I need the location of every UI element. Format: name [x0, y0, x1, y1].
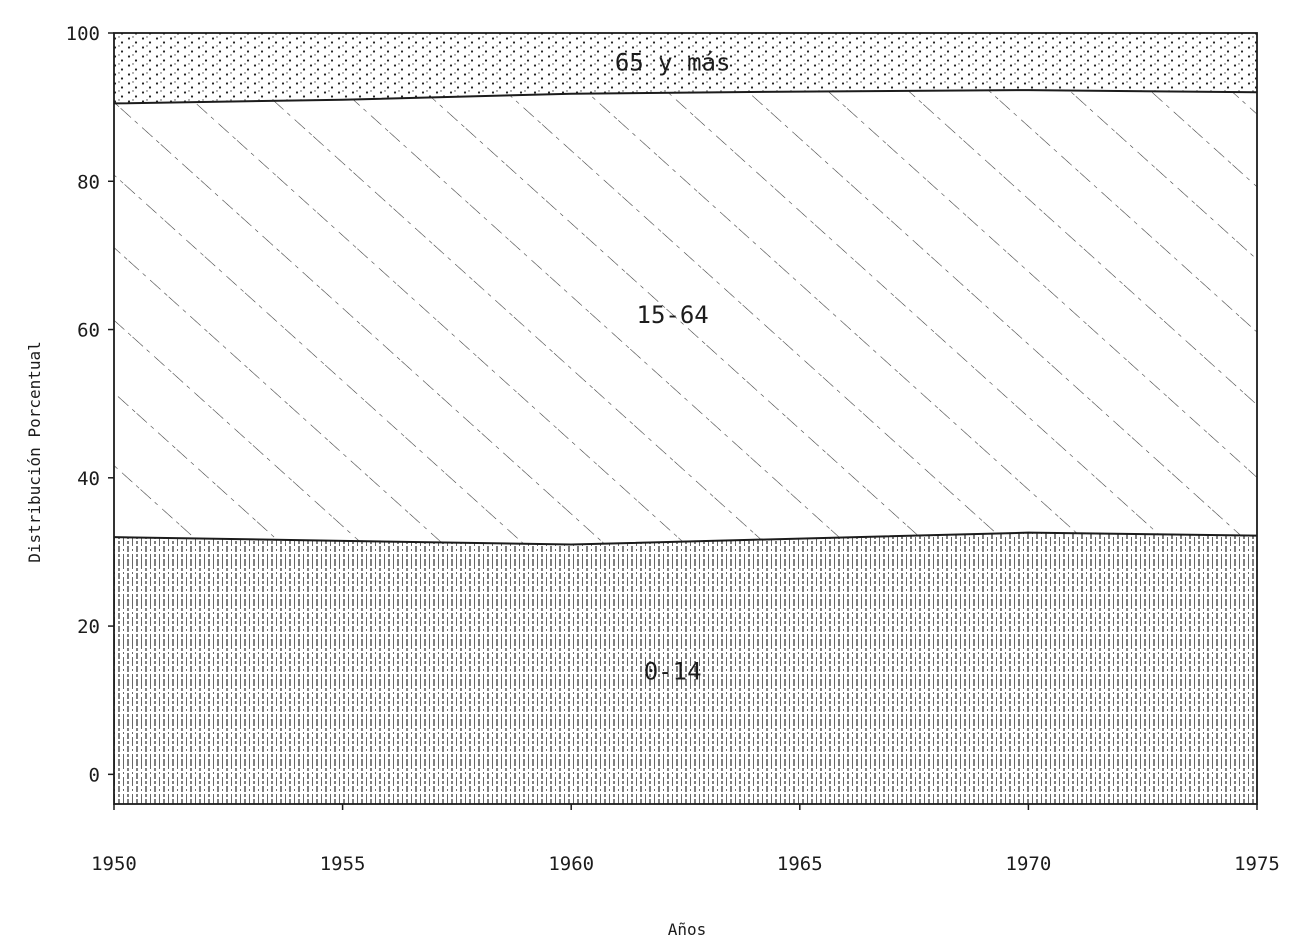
y-tick-label: 80	[77, 171, 100, 193]
boundary-layer	[113, 89, 1258, 546]
area-15-64	[114, 90, 1257, 545]
band-label-1: 0-14	[644, 657, 702, 685]
label-layer: 0-14 15-64 65 y más	[615, 48, 731, 685]
x-tick-label: 1965	[777, 853, 823, 875]
x-axis-title: Años	[668, 920, 707, 939]
axes-layer: 0 20 40 60 80 100 1950 1955 1960 1965 1970 1975	[66, 23, 1280, 875]
x-tick-label: 1955	[320, 853, 366, 875]
boundary-line-2	[113, 89, 1258, 105]
area-layer	[114, 33, 1257, 804]
y-axis-title: Distribución Porcentual	[25, 341, 44, 563]
area-0-14	[114, 532, 1257, 804]
band-label-3: 65 y más	[615, 48, 731, 76]
y-tick-label: 20	[77, 616, 100, 638]
x-tick-label: 1975	[1234, 853, 1280, 875]
x-tick-label: 1950	[91, 853, 137, 875]
x-tick-label: 1970	[1006, 853, 1052, 875]
plot-frame	[113, 32, 1258, 805]
y-tick-label: 0	[89, 764, 100, 786]
boundary-line-1	[113, 531, 1258, 546]
area-65-y-más	[114, 33, 1257, 104]
y-tick-label: 40	[77, 468, 100, 490]
band-label-2: 15-64	[637, 301, 709, 329]
y-tick-label: 60	[77, 320, 100, 342]
y-tick-label: 100	[66, 23, 100, 45]
x-tick-label: 1960	[548, 853, 594, 875]
